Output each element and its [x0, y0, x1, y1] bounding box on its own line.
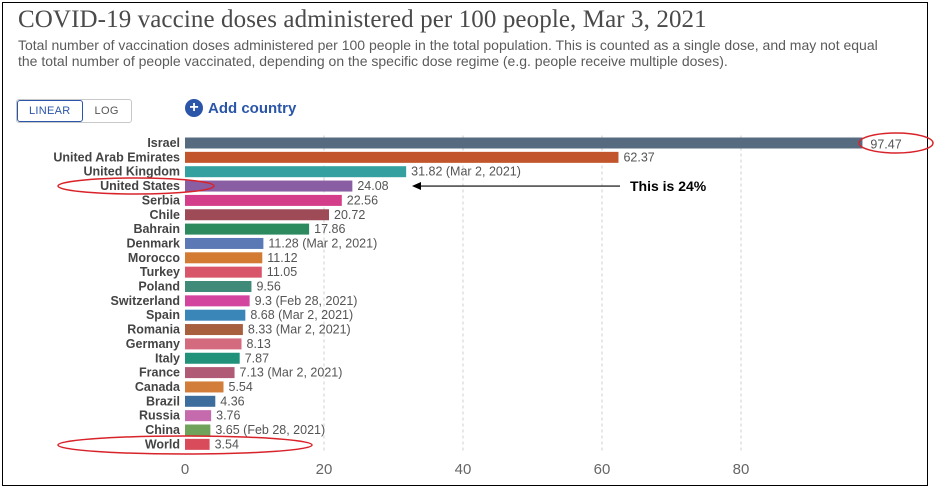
x-tick-label: 80	[733, 461, 750, 478]
bar	[185, 438, 210, 450]
bar	[185, 237, 264, 249]
plus-circle-icon: +	[185, 99, 203, 117]
arrow-head-icon	[412, 182, 421, 191]
bar	[185, 137, 863, 149]
value-label: 97.47	[870, 138, 901, 152]
bar	[185, 266, 262, 278]
highlight-oval-united-states	[57, 177, 215, 195]
value-label: 8.68 (Mar 2, 2021)	[250, 308, 353, 322]
x-tick-label: 40	[455, 461, 472, 478]
bar	[185, 194, 342, 206]
category-label: Canada	[135, 380, 181, 394]
value-label: 5.54	[229, 380, 253, 394]
value-label: 3.54	[215, 437, 239, 451]
chart-title: COVID-19 vaccine doses administered per …	[18, 6, 707, 33]
category-label: Bahrain	[133, 222, 180, 236]
x-tick-label: 0	[181, 461, 189, 478]
highlight-oval-world	[57, 435, 313, 455]
annotation-label: This is 24%	[630, 178, 707, 194]
value-label: 11.12	[267, 251, 297, 265]
bar	[185, 180, 353, 192]
category-label: Morocco	[128, 251, 180, 265]
category-label: United Kingdom	[83, 165, 180, 179]
scale-toggle: LINEAR LOG	[16, 99, 132, 123]
value-label: 7.87	[245, 351, 269, 365]
category-label: France	[139, 366, 180, 380]
category-label: Chile	[149, 208, 180, 222]
value-label: 24.08	[357, 179, 388, 193]
value-label: 9.3 (Feb 28, 2021)	[255, 294, 358, 308]
value-label: 20.72	[334, 208, 365, 222]
value-label: 7.13 (Mar 2, 2021)	[240, 366, 343, 380]
bar	[185, 324, 243, 336]
chart-frame	[2, 2, 928, 486]
value-label: 4.36	[220, 394, 244, 408]
bar	[185, 166, 407, 178]
bar	[185, 395, 216, 407]
bar	[185, 151, 619, 163]
category-label: United States	[100, 179, 180, 193]
category-label: Italy	[155, 351, 180, 365]
value-label: 11.28 (Mar 2, 2021)	[268, 236, 377, 250]
value-label: 17.86	[314, 222, 345, 236]
bar	[185, 410, 212, 422]
bar	[185, 367, 235, 379]
x-tick-label: 20	[316, 461, 333, 478]
bar	[185, 352, 240, 364]
category-label: Russia	[139, 409, 181, 423]
bar	[185, 295, 250, 307]
bar	[185, 309, 246, 321]
chart-subtitle: Total number of vaccination doses admini…	[18, 37, 878, 69]
value-label: 11.05	[267, 265, 297, 279]
bar	[185, 381, 224, 393]
bar	[185, 281, 252, 292]
category-label: Spain	[146, 308, 180, 322]
bar	[185, 223, 310, 235]
value-label: 62.37	[623, 150, 654, 164]
category-label: Romania	[127, 323, 181, 337]
linear-scale-button[interactable]: LINEAR	[17, 100, 83, 122]
category-label: United Arab Emirates	[53, 150, 180, 164]
category-label: Turkey	[140, 265, 180, 279]
value-label: 22.56	[347, 193, 378, 207]
value-label: 3.65 (Feb 28, 2021)	[215, 423, 325, 437]
category-label: Brazil	[146, 394, 180, 408]
category-label: Poland	[138, 280, 180, 294]
bar	[185, 424, 211, 436]
value-label: 8.33 (Mar 2, 2021)	[248, 323, 351, 337]
category-label: World	[145, 437, 180, 451]
add-country-button[interactable]: + Add country	[185, 99, 296, 117]
log-scale-button[interactable]: LOG	[94, 105, 119, 117]
category-label: Denmark	[127, 236, 181, 250]
category-label: China	[145, 423, 181, 437]
category-label: Serbia	[142, 193, 181, 207]
x-tick-label: 60	[594, 461, 611, 478]
bar	[185, 338, 242, 350]
value-label: 8.13	[247, 337, 271, 351]
category-label: Germany	[126, 337, 180, 351]
category-label: Israel	[147, 136, 180, 150]
value-label: 31.82 (Mar 2, 2021)	[411, 165, 521, 179]
category-label: Switzerland	[111, 294, 180, 308]
add-country-label: Add country	[208, 99, 297, 117]
highlight-oval-israel	[858, 132, 934, 154]
value-label: 9.56	[256, 280, 280, 294]
value-label: 3.76	[216, 409, 240, 423]
bar	[185, 252, 263, 264]
bar	[185, 209, 330, 221]
